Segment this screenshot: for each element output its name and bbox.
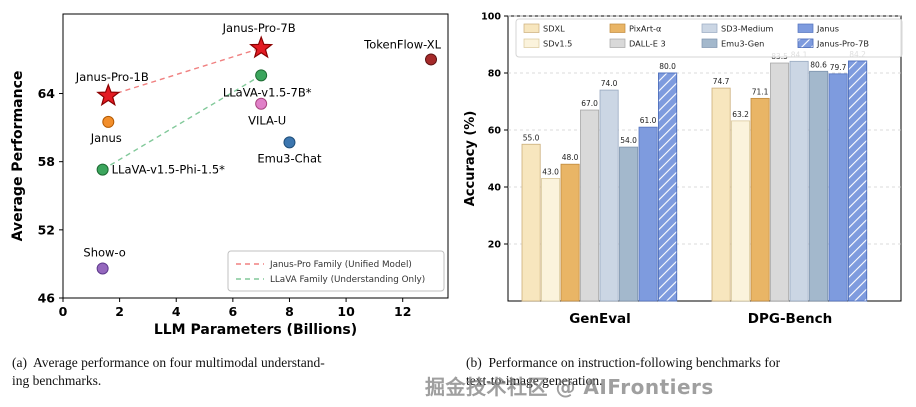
svg-text:74.7: 74.7 [713,77,730,86]
svg-text:43.0: 43.0 [542,167,559,176]
svg-text:46: 46 [38,291,56,306]
svg-text:67.0: 67.0 [581,99,598,108]
svg-text:Janus-Pro-7B: Janus-Pro-7B [816,39,869,49]
svg-text:LLaVA-v1.5-Phi-1.5*: LLaVA-v1.5-Phi-1.5* [112,163,226,177]
svg-text:64: 64 [38,86,56,101]
svg-text:8: 8 [285,304,294,319]
point-Emu3-Chat [283,136,296,149]
svg-text:0: 0 [59,304,68,319]
bar-Janus-DPG-Bench [828,73,848,302]
svg-text:Accuracy (%): Accuracy (%) [463,111,478,207]
point-LLaVA-v1.5-7B* [255,69,268,82]
svg-text:54.0: 54.0 [620,136,637,145]
svg-text:SDv1.5: SDv1.5 [543,39,572,49]
point-VILA-U [255,97,268,110]
svg-text:Show-o: Show-o [83,245,125,259]
caption-a-line2: ing benchmarks. [12,372,102,388]
svg-text:48.0: 48.0 [562,153,579,162]
svg-text:10: 10 [337,304,355,319]
svg-text:Janus: Janus [816,24,839,34]
svg-text:4: 4 [172,304,181,319]
point-Show-o [96,262,109,275]
svg-text:55.0: 55.0 [523,133,540,142]
svg-text:63.2: 63.2 [732,110,749,119]
point-LLaVA-v1.5-Phi-1.5* [96,163,109,176]
bar-PixArt-α-GenEval [560,163,580,302]
svg-text:Janus-Pro Family (Unified Mode: Janus-Pro Family (Unified Model) [269,260,412,270]
svg-text:GenEval: GenEval [569,311,631,327]
bar-Emu3-Gen-GenEval [619,146,639,302]
svg-text:DPG-Bench: DPG-Bench [748,311,832,327]
svg-text:60: 60 [488,126,502,137]
panel-understanding-chart: 0 2 4 6 8 10 12 46 52 58 64 LLM Parameters (Billion… [6,2,462,390]
point-Janus-Pro-7B [249,35,274,59]
svg-text:80.6: 80.6 [810,60,827,69]
svg-text:52: 52 [38,222,55,237]
svg-text:Janus-Pro-1B: Janus-Pro-1B [75,70,149,84]
svg-text:74.0: 74.0 [601,79,618,88]
svg-text:12: 12 [394,304,411,319]
svg-text:TokenFlow-XL: TokenFlow-XL [363,37,441,51]
svg-text:61.0: 61.0 [640,116,657,125]
svg-text:LLM Parameters (Billions): LLM Parameters (Billions) [154,322,357,338]
svg-text:SD3-Medium: SD3-Medium [721,24,773,34]
svg-text:20: 20 [488,240,502,251]
bar-PixArt-α-DPG-Bench [750,97,770,302]
point-Janus [102,115,115,128]
svg-text:79.7: 79.7 [830,63,847,72]
scatter-legend [227,250,445,292]
caption-a: (a) Average performance on four multimod… [12,354,460,390]
caption-b: (b) Performance on instruction-following… [466,354,910,390]
svg-text:100: 100 [481,12,501,23]
point-TokenFlow-XL [425,53,438,66]
watermark: 掘金技术社区 @ AIFrontiers [425,375,714,399]
svg-text:SDXL: SDXL [543,24,565,34]
svg-text:40: 40 [488,183,502,194]
bar-DALL-E 3-GenEval [580,109,600,302]
svg-text:Janus: Janus [90,131,122,145]
caption-b-line1: (b) Performance on instruction-following… [466,355,781,370]
svg-text:2: 2 [115,304,124,319]
svg-text:Janus-Pro-7B: Janus-Pro-7B [222,21,296,35]
caption-a-line1: (a) Average performance on four multimod… [12,355,325,370]
svg-text:58: 58 [38,154,55,169]
bar-chart: 20 40 60 80 100 Accuracy (%) GenEval 55.0 43.048… [463,12,903,327]
svg-text:LLaVA Family (Understanding On: LLaVA Family (Understanding Only) [270,275,425,285]
bar-Janus-GenEval [638,126,658,302]
svg-text:LLaVA-v1.5-7B*: LLaVA-v1.5-7B* [223,85,312,99]
svg-text:PixArt-α: PixArt-α [629,24,661,34]
bar-Emu3-Gen-DPG-Bench [809,70,829,302]
bar-SDXL-DPG-Bench [711,87,731,302]
bar-DALL-E 3-DPG-Bench [770,62,790,302]
svg-text:Emu3-Gen: Emu3-Gen [721,39,764,49]
bar-SDv1.5-DPG-Bench [731,120,751,302]
svg-text:Emu3-Chat: Emu3-Chat [257,151,322,165]
bar-SDXL-GenEval [521,143,541,302]
bar-SDv1.5-GenEval [541,178,561,302]
caption-b-line2: text-to-image generation. [466,372,603,388]
svg-text:80.0: 80.0 [659,62,676,71]
svg-text:6: 6 [229,304,238,319]
bar-SD3-Medium-DPG-Bench [789,60,809,302]
svg-text:DALL-E 3: DALL-E 3 [629,39,666,49]
svg-text:80: 80 [488,69,502,80]
point-Janus-Pro-1B [96,83,121,107]
svg-text:VILA-U: VILA-U [248,114,286,128]
svg-text:71.1: 71.1 [752,87,769,96]
panel-generation-chart: 20 40 60 80 100 Accuracy (%) GenEval 55.0 43.0 48… [460,2,912,390]
bar-SD3-Medium-GenEval [599,89,619,302]
svg-text:Average Performance: Average Performance [10,71,26,242]
